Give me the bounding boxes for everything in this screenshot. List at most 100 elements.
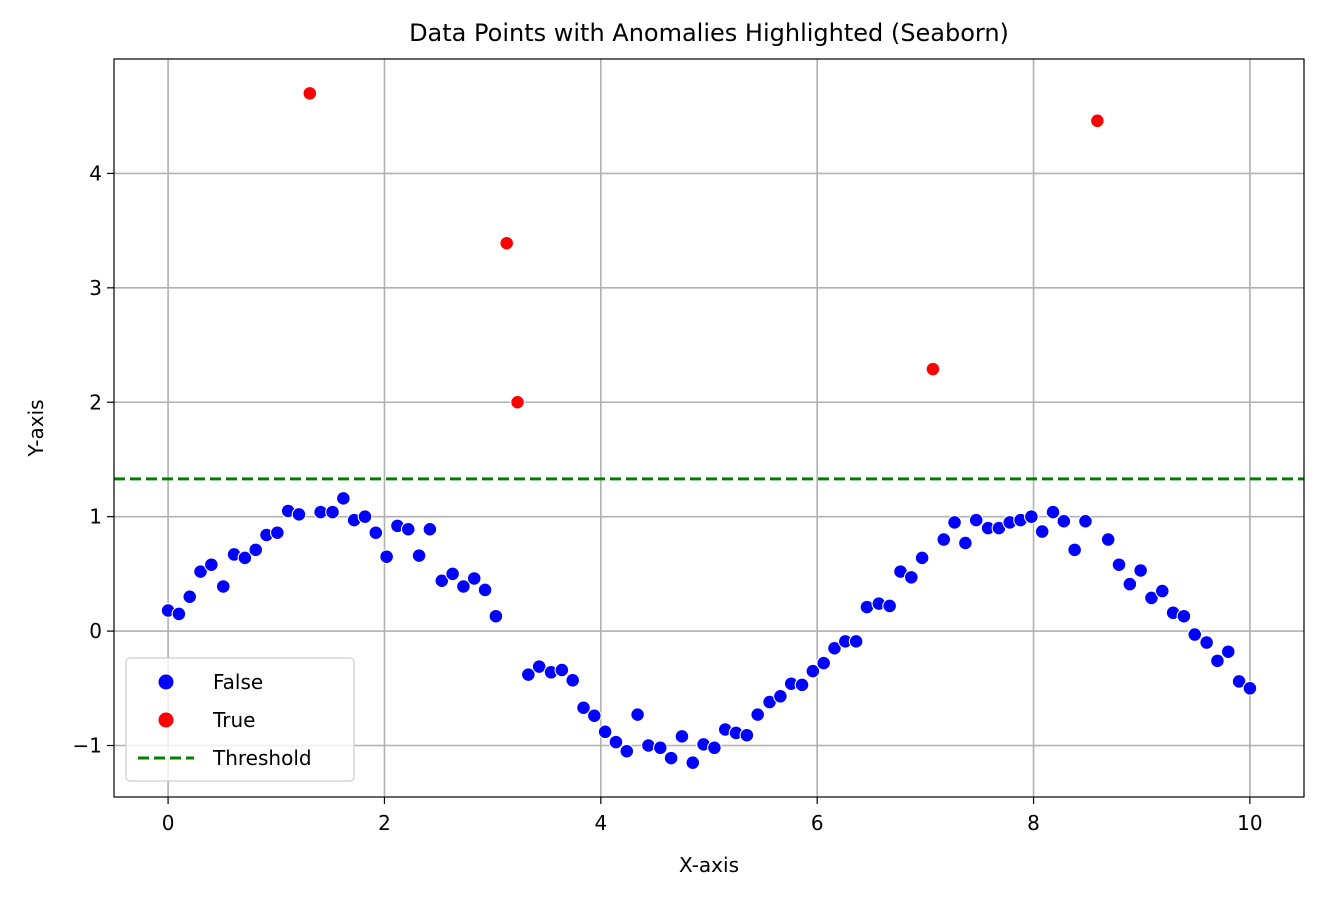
point-false-55: [794, 677, 810, 693]
point-false-7: [237, 550, 253, 566]
x-tick-label-4: 8: [1027, 811, 1040, 835]
legend: False True Threshold: [125, 657, 355, 782]
point-false-47: [707, 740, 722, 756]
point-false-18: [368, 525, 384, 541]
point-false-90: [1199, 635, 1214, 650]
point-false-22: [411, 548, 427, 563]
point-true-0: [302, 85, 318, 101]
point-false-26: [456, 579, 471, 594]
point-true-1: [499, 235, 515, 251]
chart-title: Data Points with Anomalies Highlighted (…: [409, 19, 1009, 47]
point-false-5: [215, 579, 231, 594]
point-false-89: [1187, 627, 1203, 642]
point-false-12: [291, 507, 307, 522]
point-false-79: [1067, 542, 1083, 558]
point-false-8: [248, 542, 264, 558]
x-tick-label-0: 0: [162, 811, 175, 835]
point-true-4: [1090, 113, 1105, 129]
legend-marker-true: [158, 712, 174, 728]
point-false-21: [400, 521, 416, 537]
point-false-57: [816, 655, 832, 671]
point-false-17: [357, 509, 373, 525]
point-false-81: [1100, 532, 1116, 547]
point-false-88: [1176, 608, 1192, 624]
x-tick-label-3: 6: [811, 811, 824, 835]
point-false-41: [641, 738, 656, 753]
point-false-70: [968, 512, 984, 528]
point-false-66: [914, 550, 930, 566]
plot-frame: [113, 58, 1305, 798]
point-false-30: [520, 667, 536, 682]
point-false-15: [335, 491, 351, 506]
point-false-91: [1210, 653, 1225, 669]
x-tick-label-1: 2: [378, 811, 391, 835]
point-false-4: [204, 557, 219, 573]
point-false-68: [947, 515, 962, 530]
point-false-92: [1220, 644, 1236, 660]
point-false-27: [466, 571, 482, 586]
point-false-83: [1122, 576, 1138, 592]
point-false-84: [1133, 563, 1148, 578]
point-false-34: [565, 672, 581, 688]
legend-label-false: False: [213, 670, 263, 694]
point-false-45: [685, 755, 701, 771]
point-false-38: [608, 734, 624, 750]
point-false-24: [434, 573, 450, 589]
point-false-78: [1056, 513, 1072, 529]
point-false-1: [171, 606, 187, 622]
grid: [114, 59, 1304, 797]
point-false-76: [1034, 524, 1050, 539]
point-false-39: [619, 743, 635, 759]
y-tick-label-5: 4: [89, 161, 102, 185]
y-tick-label-1: 0: [89, 619, 102, 643]
point-false-65: [903, 569, 919, 585]
point-false-19: [379, 549, 394, 565]
ticks: 0 2 4 6 8 10 −1 0 1 2 3 4: [73, 161, 1263, 835]
point-false-60: [848, 634, 864, 649]
point-false-80: [1078, 513, 1093, 529]
y-tick-label-2: 1: [89, 505, 102, 529]
point-false-23: [422, 521, 438, 537]
point-false-36: [586, 708, 602, 724]
point-false-77: [1045, 504, 1061, 520]
legend-label-threshold: Threshold: [212, 746, 312, 770]
point-false-35: [576, 700, 591, 716]
point-false-75: [1024, 509, 1039, 525]
point-false-86: [1154, 583, 1170, 599]
point-false-28: [477, 582, 493, 598]
legend-label-true: True: [212, 708, 255, 732]
y-tick-label-4: 3: [89, 276, 102, 300]
point-false-56: [805, 663, 821, 679]
point-true-3: [925, 361, 941, 377]
point-false-44: [674, 729, 690, 744]
point-false-14: [325, 504, 340, 520]
point-true-2: [510, 394, 525, 410]
point-false-29: [488, 608, 504, 624]
x-tick-label-2: 4: [594, 811, 607, 835]
legend-box: [125, 657, 355, 782]
x-tick-label-5: 10: [1237, 811, 1262, 835]
data-points: [160, 85, 1258, 771]
point-false-82: [1111, 557, 1127, 573]
point-false-3: [193, 564, 208, 579]
point-false-69: [958, 535, 973, 551]
point-false-53: [773, 688, 788, 704]
point-false-37: [597, 724, 613, 740]
point-false-85: [1144, 590, 1159, 606]
point-false-33: [554, 662, 570, 678]
point-false-63: [882, 598, 898, 614]
x-axis-label: X-axis: [679, 853, 739, 877]
point-false-93: [1231, 674, 1247, 689]
y-tick-label-0: −1: [73, 734, 102, 758]
point-false-2: [182, 589, 198, 605]
legend-marker-false: [158, 674, 174, 690]
point-false-94: [1242, 680, 1258, 696]
point-false-31: [531, 659, 547, 674]
point-false-42: [652, 740, 668, 756]
point-false-43: [663, 750, 679, 766]
y-axis-label: Y-axis: [24, 399, 48, 457]
point-false-10: [270, 525, 285, 541]
point-false-58: [827, 640, 842, 656]
y-tick-label-3: 2: [89, 390, 102, 414]
